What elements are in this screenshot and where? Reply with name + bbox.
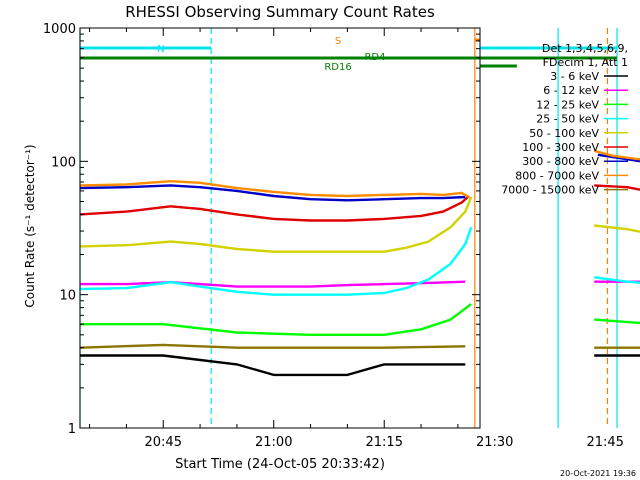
- y-tick-label-100: 100: [51, 155, 76, 170]
- series-300-800-kev-segment-0: [79, 184, 466, 202]
- series-12-25-kev-segment-0: [80, 303, 472, 336]
- series-25-50-kev-segment-0: [79, 226, 473, 296]
- legend-entry-label-5: 100 - 300 keV: [522, 141, 599, 154]
- x-tick-label-4: 21:45: [586, 435, 623, 450]
- legend-entry-label-6: 300 - 800 keV: [522, 155, 599, 168]
- series-300-800-kev-segment-1: [597, 153, 640, 163]
- legend-entry-label-2: 12 - 25 keV: [536, 98, 599, 111]
- legend-entry-label-3: 25 - 50 keV: [536, 113, 599, 126]
- legend-entry-label-4: 50 - 100 keV: [529, 127, 599, 140]
- series-25-50-kev-segment-1: [594, 276, 640, 284]
- series-100-300-kev-segment-0: [79, 195, 470, 222]
- x-tick-label-1: 21:00: [255, 435, 292, 450]
- x-tick-label-2: 21:15: [366, 435, 403, 450]
- series-12-25-kev-segment-1: [594, 318, 640, 325]
- y-tick-label-1000: 1000: [43, 22, 76, 37]
- series-7000-15000-kev-segment-0: [79, 343, 466, 349]
- series-800-7000-kev-segment-0: [79, 180, 470, 199]
- flag-label-s: S: [335, 36, 341, 47]
- chart-title: RHESSI Observing Summary Count Rates: [125, 3, 435, 21]
- y-tick-label-10: 10: [59, 289, 76, 304]
- legend-header-line-1: Det 1,3,4,5,6,9,: [542, 42, 628, 55]
- y-tick-label-1: 1: [68, 422, 76, 437]
- x-axis-label: Start Time (24-Oct-05 20:33:42): [175, 457, 385, 472]
- generated-timestamp: 20-Oct-2021 19:36: [560, 469, 636, 478]
- legend-entry-label-8: 7000 - 15000 keV: [501, 184, 599, 197]
- flag-label-rd16: RD16: [324, 62, 351, 73]
- x-tick-label-3: 21:30: [476, 435, 513, 450]
- series-50-100-kev-segment-1: [594, 224, 640, 233]
- y-axis-label: Count Rate (s⁻¹ detector⁻¹): [23, 144, 37, 307]
- x-tick-label-0: 20:45: [145, 435, 182, 450]
- series-800-7000-kev-segment-1: [593, 149, 640, 161]
- flag-label-rd4: RD4: [364, 52, 385, 63]
- legend-header-line-2: FDecim 1, Att 1: [543, 56, 628, 69]
- series-100-300-kev-segment-1: [594, 184, 640, 191]
- legend: Det 1,3,4,5,6,9, FDecim 1, Att 1 3 - 6 k…: [501, 42, 628, 197]
- legend-entry-label-0: 3 - 6 keV: [550, 70, 599, 83]
- series-3-6-kev-segment-0: [80, 354, 466, 377]
- legend-entry-label-7: 800 - 7000 keV: [515, 169, 599, 182]
- series-6-12-kev-segment-0: [80, 280, 466, 288]
- plot-area: N S RD4 RD16 1 10 100 1000 20:45 21:00 21:15 21:30 2…: [43, 22, 640, 450]
- series-50-100-kev-segment-0: [79, 196, 473, 253]
- legend-entry-label-1: 6 - 12 keV: [543, 84, 599, 97]
- plot-frame: [79, 27, 481, 429]
- flag-label-n: N: [157, 44, 164, 55]
